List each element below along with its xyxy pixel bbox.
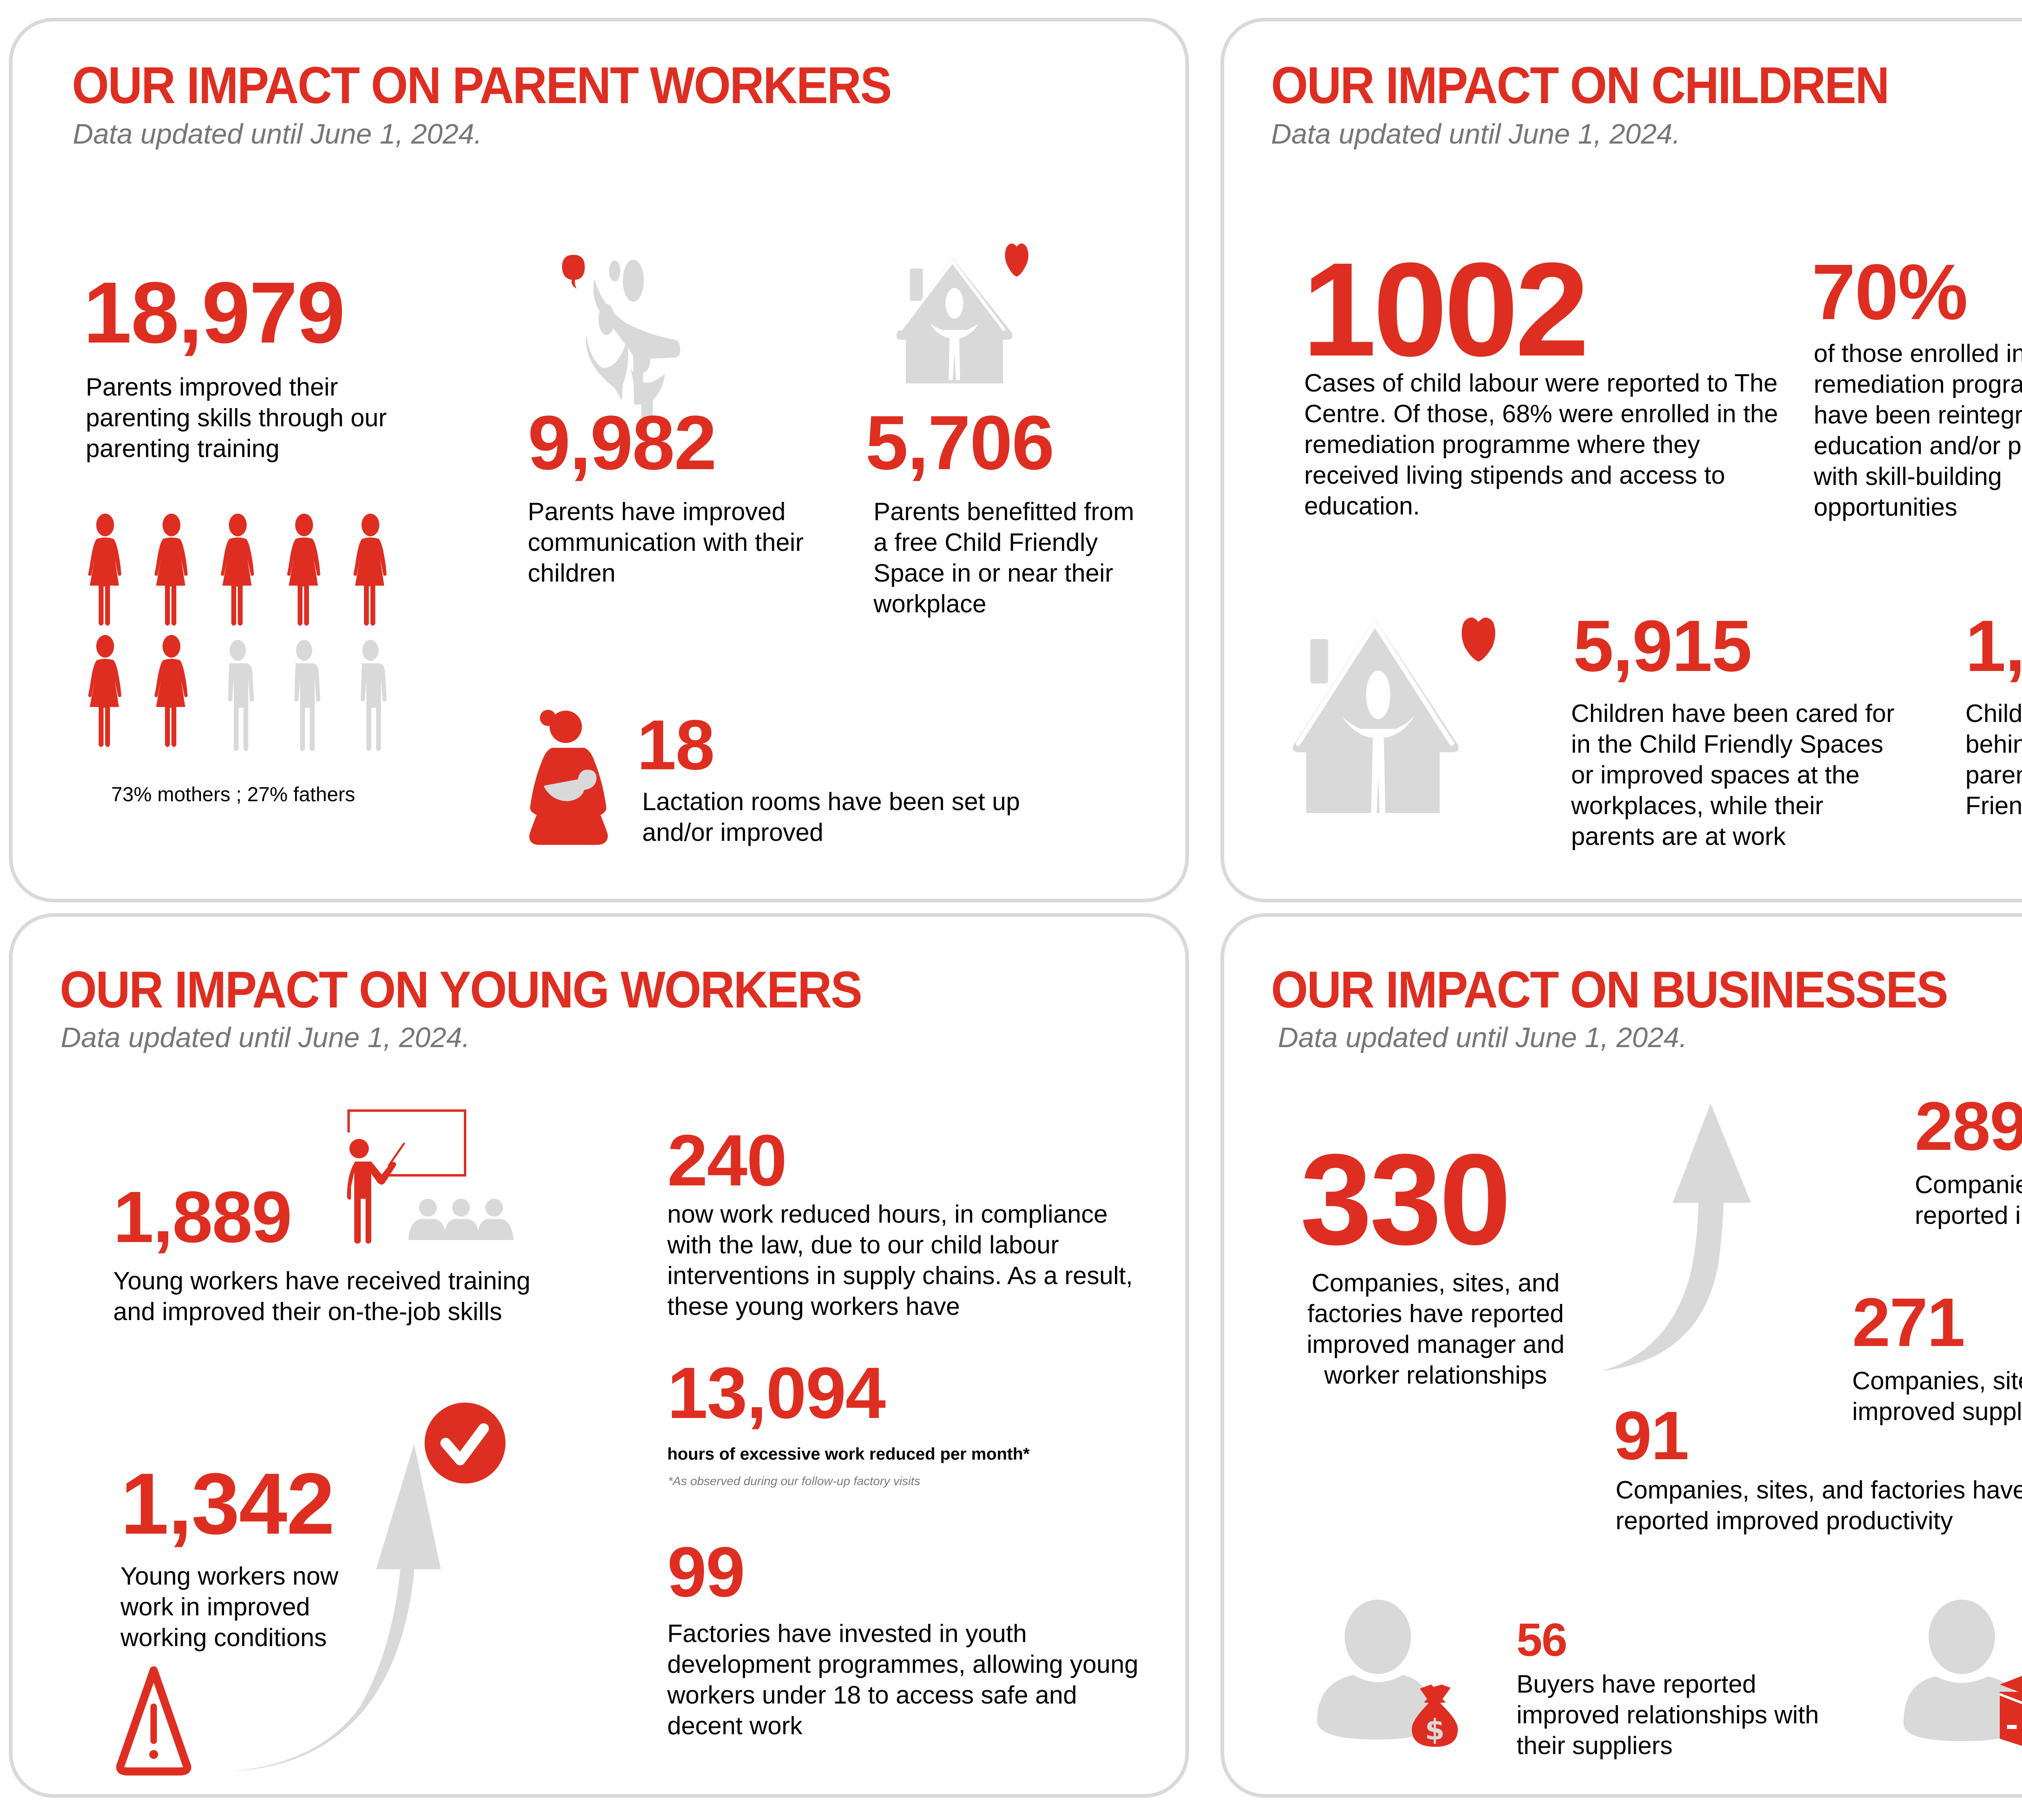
stat-value-child-labour-cases: 1002 (1302, 235, 1589, 384)
stat-desc-communication: Parents have improved communication with… (528, 498, 804, 587)
stat-value-child-friendly-space: 5,706 (865, 400, 1054, 486)
stat-desc-manager-worker-relationships: Companies, sites, and factories have rep… (1307, 1269, 1565, 1389)
panel-title: OUR IMPACT ON BUSINESSES (1271, 961, 1948, 1019)
stat-desc-buyers: Buyers have reported improved relationsh… (1516, 1670, 1819, 1760)
stat-desc-children-cared: Children have been cared for in the Chil… (1571, 700, 1895, 851)
stat-desc-retention-rates: Companies, sites, and factories have rep… (1915, 1171, 2022, 1230)
stat-value-hours-reduced: 13,094 (667, 1352, 886, 1434)
stat-desc-supply-chain-transparency: Companies, sites, and factories have rep… (1852, 1367, 2022, 1426)
house-child-heart-icon (894, 243, 1039, 388)
stat-value-lactation-rooms: 18 (637, 706, 715, 785)
panel-subtitle: Data updated until June 1, 2024. (1278, 1022, 1687, 1053)
stat-value-reduced-hours-workers: 240 (667, 1120, 787, 1201)
stat-desc-hours-reduced: hours of excessive work reduced per mont… (667, 1444, 1030, 1463)
stat-desc-child-labour-cases: Cases of child labour were reported to T… (1304, 369, 1778, 520)
stat-value-parenting-skills: 18,979 (83, 264, 345, 361)
stat-value-supply-chain-transparency: 271 (1852, 1284, 1965, 1361)
panel-subtitle: Data updated until June 1, 2024. (61, 1022, 470, 1053)
svg-text:$: $ (1425, 1713, 1445, 1746)
stat-value-communication: 9,982 (528, 400, 717, 486)
stat-desc-trained-young-workers: Young workers have received training and… (113, 1267, 531, 1326)
teacher-presentation-icon (347, 1109, 518, 1251)
supplier-box-icon (1903, 1600, 2022, 1757)
family-speech-icon (554, 255, 716, 421)
stat-desc-reintegrated-pct: of those enrolled into remediation progr… (1814, 340, 2022, 521)
stat-desc-improved-conditions: Young workers now work in improved worki… (121, 1562, 338, 1652)
house-child-heart-icon (1290, 615, 1533, 825)
stat-value-buyers: 56 (1516, 1614, 1567, 1666)
stat-value-improved-conditions: 1,342 (121, 1455, 335, 1552)
footnote-follow-up-visits: *As observed during our follow-up factor… (668, 1475, 920, 1488)
stat-desc-productivity: Companies, sites, and factories have rep… (1616, 1476, 2022, 1535)
stat-value-children-cared: 5,915 (1573, 605, 1752, 687)
gender-split-caption: 73% mothers ; 27% fathers (111, 783, 355, 806)
stat-desc-parenting-skills: Parents improved their parenting skills … (86, 373, 387, 463)
stat-desc-child-friendly-space: Parents benefitted from a free Child Fri… (874, 498, 1134, 618)
stat-value-productivity: 91 (1614, 1397, 1689, 1474)
stat-desc-factories-invested: Factories have invested in youth develop… (667, 1620, 1138, 1740)
panel-parent-workers (9, 18, 1189, 902)
stat-desc-children-reunited: Children who were previously left behind… (1965, 700, 2022, 820)
stat-desc-lactation-rooms: Lactation rooms have been set up and/or … (642, 788, 1020, 847)
panel-young-workers (9, 913, 1189, 1798)
growth-arrow-icon (1601, 1100, 1763, 1375)
stat-desc-reduced-hours-workers: now work reduced hours, in compliance wi… (667, 1200, 1133, 1321)
stat-value-factories-invested: 99 (667, 1533, 745, 1612)
stat-value-retention-rates: 289 (1915, 1088, 2022, 1165)
buyer-money-bag-icon: $ (1316, 1600, 1470, 1757)
warning-to-check-arrow-icon (109, 1399, 522, 1776)
stat-value-reintegrated-pct: 70% (1812, 248, 1968, 336)
stat-value-trained-young-workers: 1,889 (113, 1177, 292, 1258)
people-grid-icon (88, 514, 421, 756)
panel-title: OUR IMPACT ON PARENT WORKERS (72, 57, 892, 114)
stat-value-children-reunited: 1,226 (1965, 605, 2022, 687)
stat-value-manager-worker-relationships: 330 (1300, 1127, 1511, 1272)
mother-baby-icon (528, 706, 609, 845)
panel-subtitle: Data updated until June 1, 2024. (1271, 118, 1680, 150)
panel-title: OUR IMPACT ON CHILDREN (1271, 57, 1890, 114)
panel-subtitle: Data updated until June 1, 2024. (73, 118, 482, 150)
panel-title: OUR IMPACT ON YOUNG WORKERS (60, 961, 863, 1019)
